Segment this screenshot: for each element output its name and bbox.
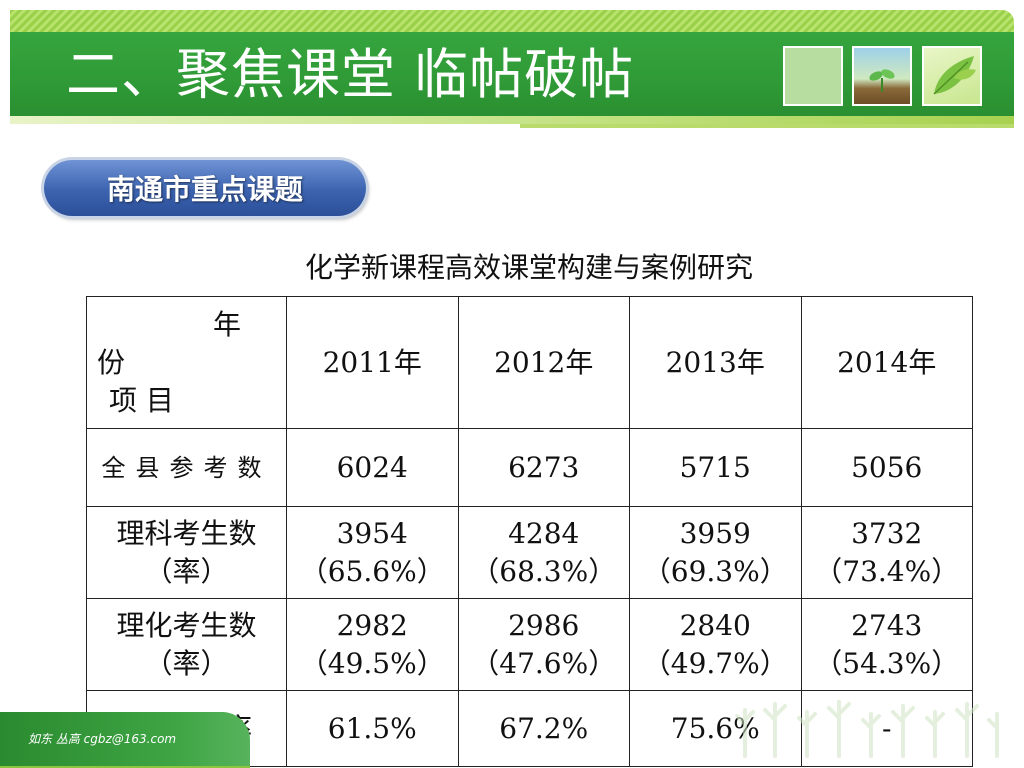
cell-rate: （49.5%） <box>299 646 445 680</box>
cell-rate: （69.3%） <box>642 554 788 588</box>
table-header-row: 年 份 项 目 2011年 2012年 2013年 2014年 <box>86 296 973 429</box>
table-cell: 2986 （47.6%） <box>457 598 630 691</box>
table-row: 理科考生数 （率） 3954 （65.6%） 4284 （68.3%） 3959 （6… <box>86 506 973 599</box>
row-label: 全县参考数 <box>86 428 287 507</box>
thumbnail-seedling-image <box>852 46 912 106</box>
row-label-sub: （率） <box>144 554 229 588</box>
cell-rate: （73.4%） <box>814 554 960 588</box>
cell-rate: （47.6%） <box>471 646 617 680</box>
sprout-pattern-decoration <box>735 700 999 758</box>
row-label: 理科考生数 （率） <box>86 506 287 599</box>
row-label-main: 理科考生数 <box>116 516 257 550</box>
table-cell: 2840 （49.7%） <box>629 598 802 691</box>
header-year-cell: 2013年 <box>629 296 802 429</box>
header-year-cell: 2012年 <box>457 296 630 429</box>
table-cell: 6024 <box>286 428 459 507</box>
header-underline-accent <box>520 124 1014 128</box>
header-corner-cell: 年 份 项 目 <box>86 296 287 429</box>
table-cell: 67.2% <box>457 690 630 767</box>
row-label: 理化考生数 （率） <box>86 598 287 691</box>
cell-value: 2743 <box>851 608 923 642</box>
corner-year-label: 年 <box>213 307 242 341</box>
cell-rate: （68.3%） <box>471 554 617 588</box>
table-cell: 3959 （69.3%） <box>629 506 802 599</box>
corner-item-label: 项 目 <box>109 383 174 417</box>
header-stripe <box>10 10 1014 32</box>
footer-bar <box>0 712 250 768</box>
table-cell: 5056 <box>800 428 973 507</box>
corner-year-label-2: 份 <box>97 345 126 379</box>
header-underline <box>10 116 1014 124</box>
header-year-cell: 2014年 <box>800 296 973 429</box>
topic-badge-label: 南通市重点课题 <box>106 173 303 206</box>
table-cell: 6273 <box>457 428 630 507</box>
leaf-icon <box>933 56 976 95</box>
cell-value: 2986 <box>508 608 580 642</box>
table-row: 理化考生数 （率） 2982 （49.5%） 2986 （47.6%） 2840 （4… <box>86 598 973 691</box>
table-cell: - <box>800 690 973 767</box>
cell-value: 2840 <box>679 608 751 642</box>
row-label-main: 理化考生数 <box>116 608 257 642</box>
cell-value: 4284 <box>508 516 580 550</box>
table-row: 全县参考数 6024 6273 5715 5056 <box>86 428 973 507</box>
cell-value: 3732 <box>851 516 923 550</box>
page-title: 二、聚焦课堂 临帖破帖 <box>66 43 635 106</box>
table-cell: 5715 <box>629 428 802 507</box>
topic-badge: 南通市重点课题 <box>44 160 366 216</box>
cell-value: 2982 <box>336 608 408 642</box>
thumbnail-leaf-image <box>922 46 982 106</box>
statistics-table: 年 份 项 目 2011年 2012年 2013年 2014年 全县参考数 60… <box>86 296 973 767</box>
seedling-icon <box>869 69 895 92</box>
table-cell: 61.5% <box>286 690 459 767</box>
cell-rate: （65.6%） <box>299 554 445 588</box>
header-year-cell: 2011年 <box>286 296 459 429</box>
header-band <box>10 32 1014 116</box>
table-caption: 化学新课程高效课堂构建与案例研究 <box>304 251 753 284</box>
cell-value: 3954 <box>336 516 408 550</box>
table-cell: 2982 （49.5%） <box>286 598 459 691</box>
cell-rate: （54.3%） <box>814 646 960 680</box>
footer-credit: 如东 丛高 cgbz@163.com <box>28 732 177 746</box>
table-cell: 3954 （65.6%） <box>286 506 459 599</box>
table-cell: 4284 （68.3%） <box>457 506 630 599</box>
table-cell: 3732 （73.4%） <box>800 506 973 599</box>
table-cell: 2743 （54.3%） <box>800 598 973 691</box>
thumbnail-plain <box>783 46 843 106</box>
row-label-sub: （率） <box>144 646 229 680</box>
cell-value: 3959 <box>679 516 751 550</box>
cell-rate: （49.7%） <box>642 646 788 680</box>
